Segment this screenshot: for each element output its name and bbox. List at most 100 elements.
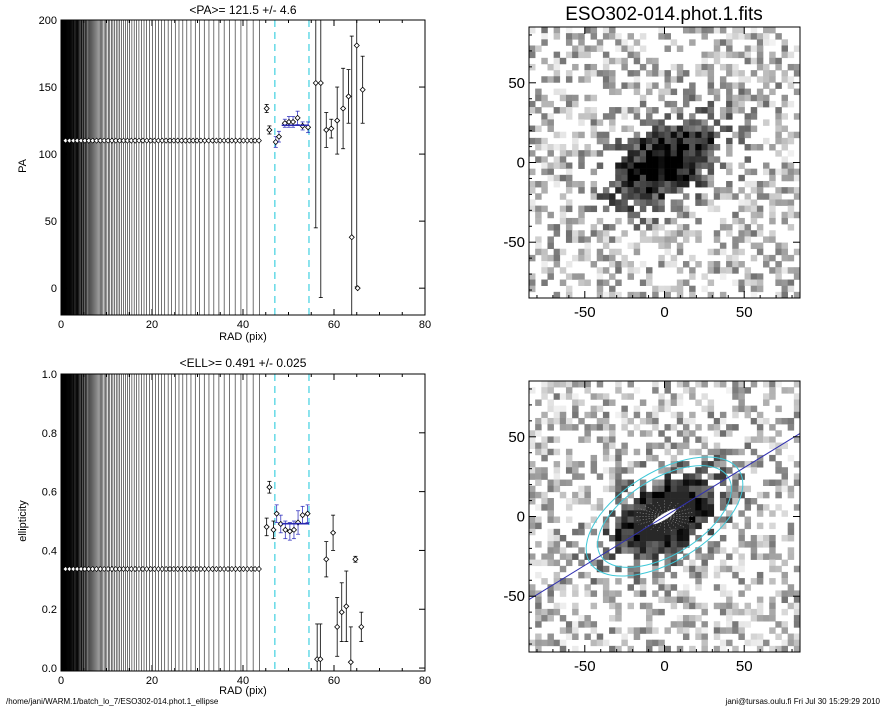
image-pixel <box>670 541 678 548</box>
image-pixel <box>627 273 635 280</box>
data-point <box>358 623 365 630</box>
image-pixel <box>738 405 745 413</box>
image-pixel <box>652 144 659 151</box>
image-pixel <box>559 479 567 487</box>
image-pixel <box>682 205 690 213</box>
image-pixel <box>787 205 795 213</box>
image-pixel <box>750 553 758 560</box>
image-pixel <box>615 45 622 52</box>
image-pixel <box>553 516 561 523</box>
image-pixel <box>639 205 647 213</box>
image-pixel <box>695 479 702 487</box>
image-pixel <box>664 516 671 523</box>
image-pixel <box>565 578 573 585</box>
image-pixel <box>701 645 708 653</box>
image-pixel <box>590 119 598 126</box>
image-pixel <box>541 279 548 286</box>
image-pixel <box>584 571 591 579</box>
image-pixel <box>590 411 598 419</box>
image-pixel <box>658 236 665 243</box>
image-pixel <box>559 217 567 225</box>
image-pixel <box>578 417 585 425</box>
image-pixel <box>596 273 604 280</box>
image-pixel <box>726 621 733 628</box>
image-pixel <box>529 430 536 437</box>
image-pixel <box>553 57 561 65</box>
image-pixel <box>732 411 739 419</box>
image-pixel <box>726 63 733 71</box>
image-pixel <box>553 584 561 591</box>
image-pixel <box>602 454 610 462</box>
image-pixel <box>565 393 573 400</box>
image-pixel <box>602 596 610 604</box>
image-pixel <box>664 131 671 139</box>
image-pixel <box>609 590 616 597</box>
image-pixel <box>565 217 573 225</box>
image-pixel <box>701 273 708 280</box>
image-pixel <box>602 76 610 83</box>
image-pixel <box>639 217 647 225</box>
image-pixel <box>793 608 801 616</box>
image-pixel <box>535 125 542 133</box>
image-pixel <box>627 187 635 194</box>
image-pixel <box>701 498 708 505</box>
image-pixel <box>547 119 554 126</box>
image-pixel <box>744 608 752 616</box>
image-pixel <box>658 156 665 163</box>
image-pixel <box>658 430 665 437</box>
image-pixel <box>658 485 665 493</box>
image-pixel <box>584 45 591 52</box>
image-pixel <box>652 528 659 536</box>
image-pixel <box>590 94 598 102</box>
image-pixel <box>676 137 684 145</box>
image-pixel <box>609 424 616 431</box>
image-pixel <box>750 33 758 40</box>
image-pixel <box>602 442 610 450</box>
image-pixel <box>578 230 585 237</box>
image-pixel <box>701 639 708 647</box>
image-pixel <box>633 510 641 517</box>
image-pixel <box>793 436 801 443</box>
image-pixel <box>701 51 708 59</box>
image-pixel <box>639 63 647 71</box>
image-pixel <box>719 645 727 653</box>
image-pixel <box>744 387 752 394</box>
image-pixel <box>547 76 554 83</box>
image-pixel <box>701 381 708 388</box>
image-pixel <box>553 608 561 616</box>
image-pixel <box>707 528 715 536</box>
image-pixel <box>664 473 671 480</box>
image-pixel <box>565 76 573 83</box>
image-pixel <box>781 156 788 163</box>
footer-stamp: jani@tursas.oulu.fi Fri Jul 30 15:29:29 … <box>725 697 881 706</box>
image-pixel <box>763 381 770 388</box>
x-tick-label: 80 <box>419 319 431 331</box>
image-pixel <box>572 51 579 59</box>
image-pixel <box>529 473 536 480</box>
image-pixel <box>664 541 671 548</box>
image-pixel <box>615 467 622 474</box>
image-pixel <box>627 267 635 274</box>
image-pixel <box>646 510 653 517</box>
image-pixel <box>639 94 647 102</box>
image-pixel <box>565 273 573 280</box>
image-pixel <box>701 285 708 293</box>
image-pixel <box>781 596 788 604</box>
image-pixel <box>701 454 708 462</box>
image-pixel <box>769 193 776 200</box>
image-pixel <box>787 76 795 83</box>
image-pixel <box>676 199 684 206</box>
image-pixel <box>744 584 752 591</box>
image-pixel <box>633 224 641 231</box>
image-pixel <box>793 248 801 256</box>
image-pixel <box>738 261 745 268</box>
image-pixel <box>738 590 745 597</box>
image-pixel <box>615 565 622 573</box>
image-pixel <box>713 584 721 591</box>
image-pixel <box>744 45 752 52</box>
image-pixel <box>615 528 622 536</box>
image-pixel <box>707 553 715 560</box>
image-pixel <box>627 174 635 182</box>
image-pixel <box>633 193 641 200</box>
image-pixel <box>701 162 708 169</box>
